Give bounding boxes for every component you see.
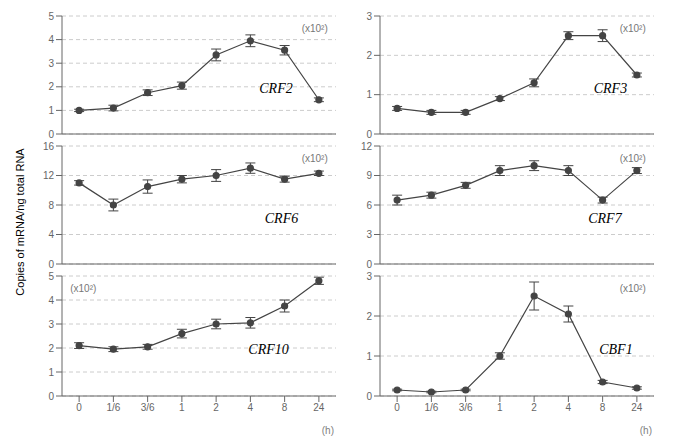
svg-text:(h): (h) xyxy=(640,425,652,436)
svg-text:4: 4 xyxy=(48,295,54,306)
svg-text:0: 0 xyxy=(48,391,54,402)
html-text:CRF2: CRF2 xyxy=(259,81,293,97)
html-text:CRF3: CRF3 xyxy=(593,81,628,97)
svg-text:2: 2 xyxy=(366,311,372,322)
svg-text:2: 2 xyxy=(48,343,54,354)
svg-text:4: 4 xyxy=(48,34,54,45)
html-text:(x10²): (x10²) xyxy=(619,283,646,295)
svg-text:1: 1 xyxy=(366,351,372,362)
svg-text:3/6: 3/6 xyxy=(141,402,155,413)
svg-text:1: 1 xyxy=(179,402,185,413)
svg-text:0: 0 xyxy=(394,402,400,413)
html-text:CRF7: CRF7 xyxy=(588,211,622,227)
svg-text:2: 2 xyxy=(531,402,537,413)
svg-text:1/6: 1/6 xyxy=(106,402,120,413)
svg-text:0: 0 xyxy=(48,129,54,138)
svg-text:5: 5 xyxy=(48,271,54,282)
svg-text:8: 8 xyxy=(600,402,606,413)
svg-text:2: 2 xyxy=(366,50,372,61)
svg-text:3: 3 xyxy=(48,319,54,330)
svg-text:3: 3 xyxy=(366,229,372,240)
svg-text:1/6: 1/6 xyxy=(424,402,438,413)
svg-text:8: 8 xyxy=(282,402,288,413)
svg-text:0: 0 xyxy=(366,391,372,402)
svg-text:4: 4 xyxy=(248,402,254,413)
svg-text:1: 1 xyxy=(48,367,54,378)
svg-text:1: 1 xyxy=(48,105,54,116)
svg-text:0: 0 xyxy=(48,259,54,268)
html-text:(x10²): (x10²) xyxy=(619,153,646,165)
html-text:(x10²): (x10²) xyxy=(70,283,97,295)
svg-text:12: 12 xyxy=(43,170,55,181)
svg-text:2: 2 xyxy=(213,402,219,413)
svg-text:3: 3 xyxy=(366,271,372,282)
svg-text:0: 0 xyxy=(366,259,372,268)
svg-text:5: 5 xyxy=(48,11,54,22)
html-text:(x10²): (x10²) xyxy=(301,23,328,35)
svg-text:3: 3 xyxy=(48,58,54,69)
svg-text:4: 4 xyxy=(566,402,572,413)
svg-text:(h): (h) xyxy=(322,425,334,436)
svg-text:6: 6 xyxy=(366,200,372,211)
svg-text:24: 24 xyxy=(631,402,643,413)
html-text:(x10²): (x10²) xyxy=(301,153,328,165)
html-text:CRF6: CRF6 xyxy=(264,211,299,227)
html-text:CBF1: CBF1 xyxy=(599,342,633,358)
html-text:(x10²): (x10²) xyxy=(619,23,646,35)
svg-text:9: 9 xyxy=(366,170,372,181)
svg-text:2: 2 xyxy=(48,81,54,92)
svg-text:0: 0 xyxy=(76,402,82,413)
svg-text:8: 8 xyxy=(48,200,54,211)
html-text:Copies of mRNA/ng total RNA: Copies of mRNA/ng total RNA xyxy=(14,148,26,296)
svg-text:24: 24 xyxy=(313,402,325,413)
svg-text:0: 0 xyxy=(366,129,372,138)
svg-text:12: 12 xyxy=(361,141,373,152)
html-text:CRF10: CRF10 xyxy=(248,342,289,358)
svg-text:3/6: 3/6 xyxy=(459,402,473,413)
svg-text:1: 1 xyxy=(497,402,503,413)
svg-text:4: 4 xyxy=(48,229,54,240)
svg-text:1: 1 xyxy=(366,89,372,100)
svg-text:16: 16 xyxy=(43,141,55,152)
svg-text:3: 3 xyxy=(366,11,372,22)
